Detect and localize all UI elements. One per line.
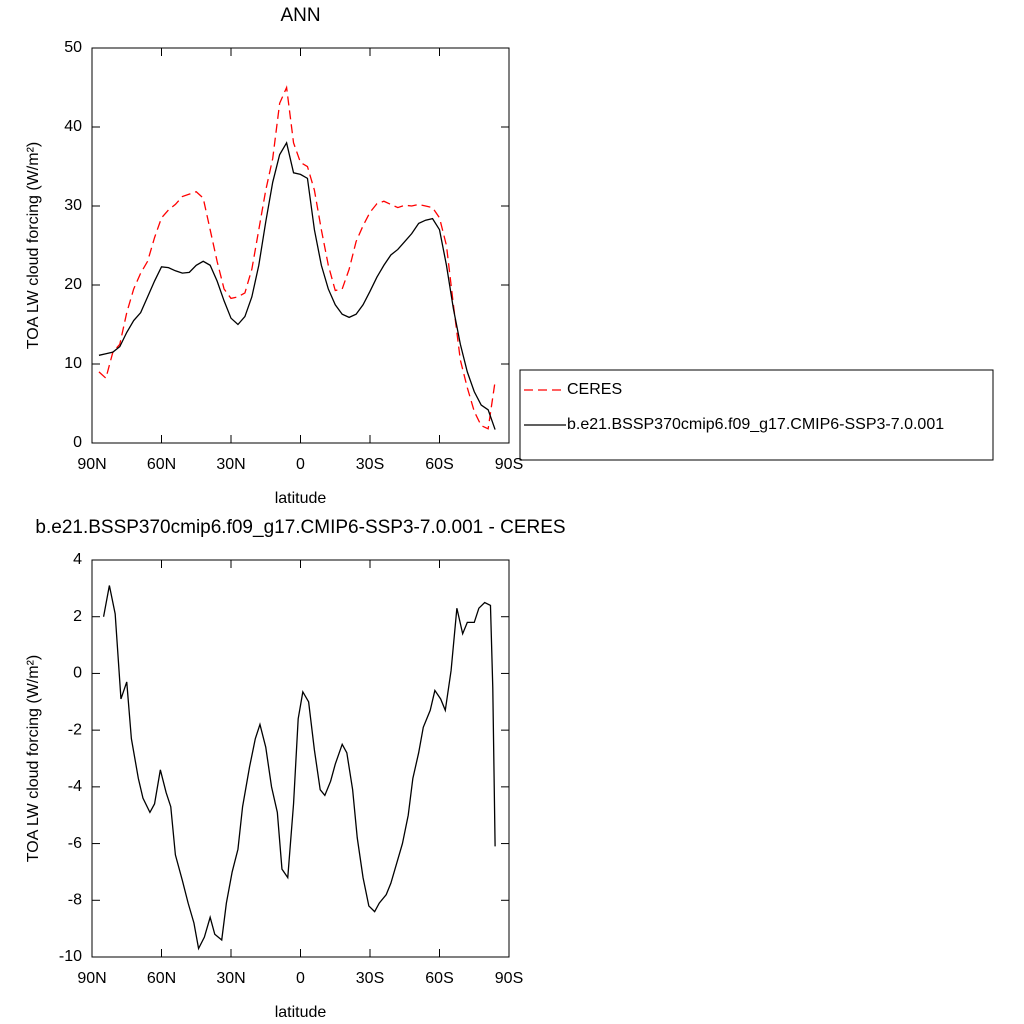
- legend-box: [519, 369, 994, 461]
- y-tick-label: 20: [64, 276, 82, 293]
- y-tick-label: 40: [64, 118, 82, 135]
- x-axis-label: latitude: [275, 490, 327, 507]
- y-tick-label: 10: [64, 355, 82, 372]
- y-tick-label: 0: [73, 434, 82, 451]
- y-tick-label: -4: [68, 778, 82, 795]
- x-tick-label: 60N: [147, 970, 176, 987]
- legend-label: b.e21.BSSP370cmip6.f09_g17.CMIP6-SSP3-7.…: [567, 416, 944, 433]
- data-line: [98, 141, 496, 430]
- data-line: [98, 85, 496, 430]
- y-tick-label: 50: [64, 39, 82, 56]
- plot-frame: [91, 47, 510, 444]
- x-tick-label: 0: [296, 970, 305, 987]
- y-tick-label: -8: [68, 892, 82, 909]
- x-tick-label: 30S: [356, 456, 384, 473]
- x-tick-label: 30N: [216, 970, 245, 987]
- x-tick-label: 90S: [495, 970, 523, 987]
- x-tick-label: 90N: [77, 970, 106, 987]
- y-tick-label: 2: [73, 608, 82, 625]
- x-tick-label: 60N: [147, 456, 176, 473]
- x-tick-label: 0: [296, 456, 305, 473]
- y-axis-label: TOA LW cloud forcing (W/m²): [25, 655, 42, 862]
- y-tick-label: 30: [64, 197, 82, 214]
- chart-title: ANN: [280, 5, 320, 26]
- x-axis-label: latitude: [275, 1004, 327, 1021]
- y-tick-label: -6: [68, 835, 82, 852]
- data-line: [102, 585, 496, 951]
- chart-title: b.e21.BSSP370cmip6.f09_g17.CMIP6-SSP3-7.…: [35, 517, 565, 538]
- y-tick-label: 0: [73, 665, 82, 682]
- y-tick-label: -10: [59, 948, 82, 965]
- y-tick-label: 4: [73, 551, 82, 568]
- plot-frame: [91, 559, 510, 958]
- x-tick-label: 30S: [356, 970, 384, 987]
- x-tick-label: 90S: [495, 456, 523, 473]
- x-tick-label: 30N: [216, 456, 245, 473]
- x-tick-label: 60S: [425, 456, 453, 473]
- x-tick-label: 90N: [77, 456, 106, 473]
- y-tick-label: -2: [68, 721, 82, 738]
- y-axis-label: TOA LW cloud forcing (W/m²): [25, 142, 42, 349]
- x-tick-label: 60S: [425, 970, 453, 987]
- legend-label: CERES: [567, 381, 622, 398]
